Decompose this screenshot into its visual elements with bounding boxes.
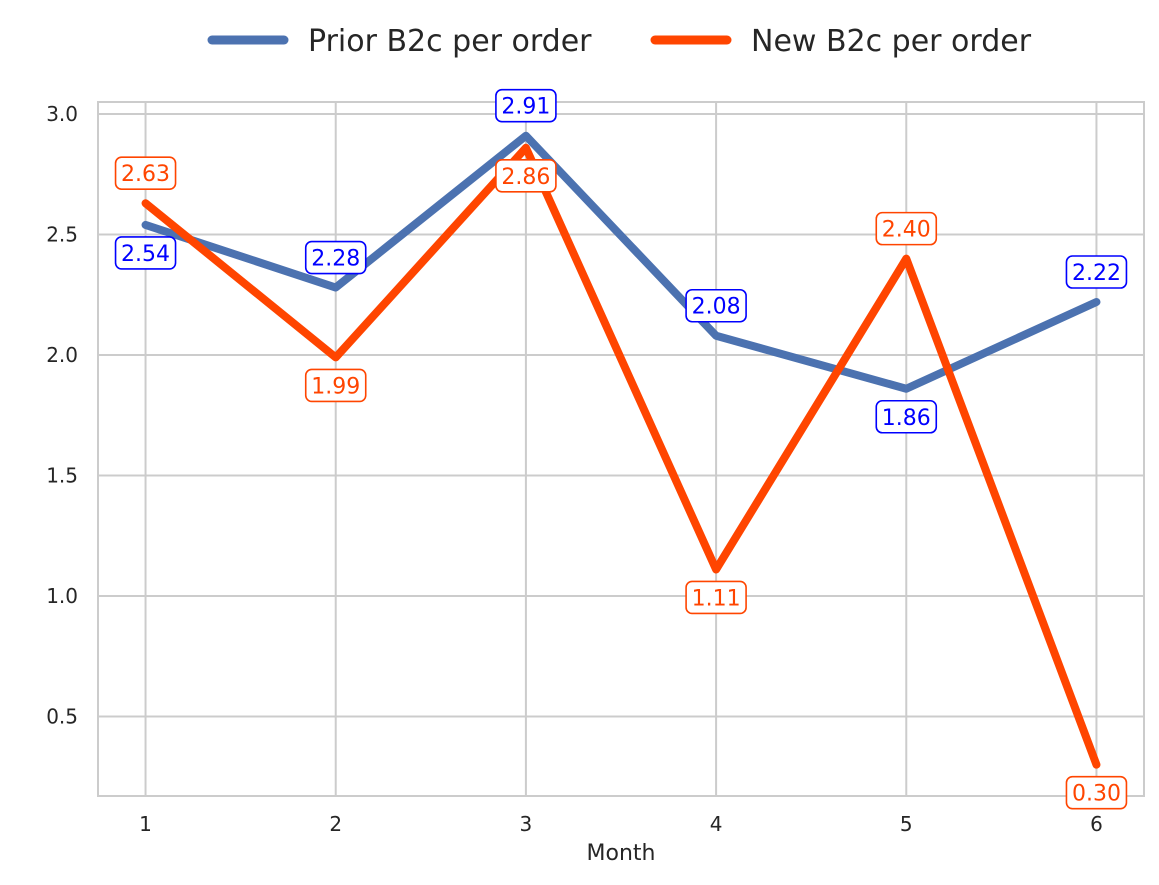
- data-label: 2.22: [1065, 255, 1128, 289]
- data-label: 2.54: [114, 236, 177, 270]
- data-label: 1.11: [685, 580, 747, 615]
- data-label: 2.63: [114, 156, 177, 191]
- data-label: 2.91: [495, 88, 557, 123]
- data-label: 1.86: [875, 399, 938, 434]
- series-line-1: [141, 131, 1101, 393]
- y-tick-label: 3.0: [46, 102, 78, 126]
- grid: [98, 102, 1144, 796]
- x-tick-label: 2: [329, 812, 342, 836]
- data-label-box: [685, 288, 747, 323]
- data-label-box: [495, 88, 557, 123]
- data-label: 2.08: [685, 288, 747, 323]
- x-tick-label: 3: [520, 812, 533, 836]
- data-label-text: 2.86: [501, 165, 550, 190]
- data-label-box: [495, 158, 557, 193]
- y-tick-label: 0.5: [46, 704, 78, 728]
- x-tick-label: 6: [1090, 812, 1103, 836]
- y-tick-label: 1.5: [46, 464, 78, 488]
- x-axis-label: Month: [587, 841, 656, 866]
- data-label-text: 0.30: [1072, 782, 1121, 807]
- y-tick-label: 2.0: [46, 343, 78, 367]
- legend: Prior B2c per order New B2c per order: [207, 24, 1032, 59]
- data-label-box: [1065, 775, 1128, 810]
- plot-frame: [97, 101, 1145, 797]
- series-lines: [141, 131, 1101, 769]
- legend-label-2: New B2c per order: [751, 24, 1032, 59]
- data-label-box: [875, 399, 938, 434]
- data-label: 2.28: [304, 240, 367, 275]
- data-label-text: 2.22: [1072, 261, 1121, 286]
- x-tick-label: 5: [900, 812, 913, 836]
- data-label-text: 2.40: [882, 218, 931, 243]
- data-label-box: [304, 368, 367, 403]
- series-line-2: [141, 143, 1101, 769]
- axes: 1 2 3 4 5 6 0.5 1.0 1.5 2.0 2.5 3.0: [46, 102, 1103, 836]
- data-label-text: 1.86: [882, 406, 931, 431]
- data-label: 1.99: [304, 368, 367, 403]
- data-label: 0.30: [1065, 775, 1128, 810]
- data-label: 2.40: [875, 211, 938, 246]
- data-label-box: [114, 236, 177, 270]
- x-tick-label: 1: [139, 812, 152, 836]
- data-label-text: 2.54: [121, 242, 170, 267]
- data-label-text: 2.63: [121, 162, 170, 187]
- data-label-box: [1065, 255, 1128, 289]
- data-label: 2.86: [495, 158, 557, 193]
- legend-label-1: Prior B2c per order: [308, 24, 592, 59]
- data-label-box: [114, 156, 177, 191]
- data-label-text: 2.08: [692, 295, 741, 320]
- data-label-text: 1.11: [692, 586, 741, 611]
- y-tick-label: 2.5: [46, 223, 78, 247]
- data-label-box: [875, 211, 938, 246]
- data-label-box: [685, 580, 747, 615]
- data-label-text: 2.91: [501, 95, 550, 120]
- x-tick-label: 4: [710, 812, 723, 836]
- data-label-text: 2.28: [311, 247, 360, 272]
- y-tick-label: 1.0: [46, 584, 78, 608]
- data-labels: 2.54 2.28 2.91 2.08 1.86 2.22 2.63 1.99 2.86 1.11…: [114, 88, 1128, 810]
- data-label-box: [304, 240, 367, 275]
- data-label-text: 1.99: [311, 374, 360, 399]
